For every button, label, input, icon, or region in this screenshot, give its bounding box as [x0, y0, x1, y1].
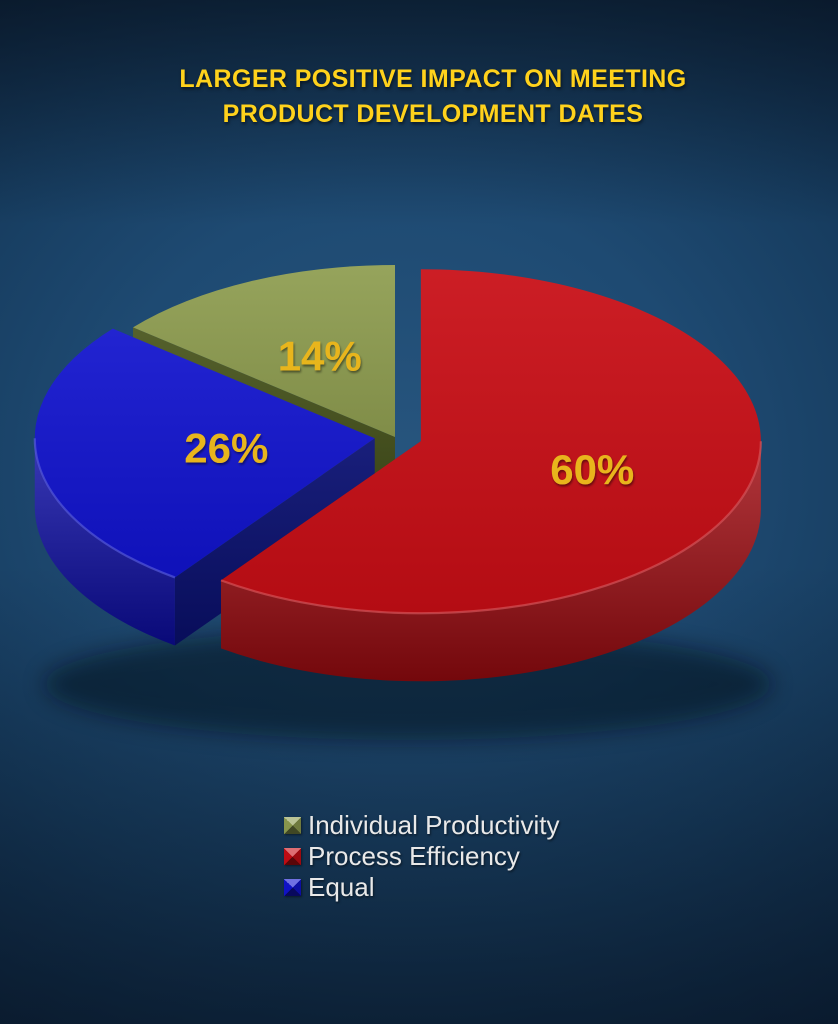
legend-item-label: Process Efficiency	[308, 841, 520, 871]
legend-marker-equal-icon	[284, 879, 301, 896]
pie-slice-process-efficiency-rim-highlight	[220, 441, 762, 615]
pie-slice-equal-rim-highlight	[33, 438, 176, 579]
pie-data-label-individual-productivity: 14%	[278, 333, 362, 380]
legend-marker-individual-productivity-icon	[284, 817, 301, 834]
legend-item-label: Equal	[308, 872, 375, 902]
legend: Individual Productivity Process Efficien…	[284, 810, 559, 903]
pie-slice-individual-productivity	[133, 265, 395, 437]
pie-data-label-process-efficiency: 60%	[550, 446, 634, 493]
legend-item: Process Efficiency	[284, 841, 559, 872]
pie-data-label-equal: 26%	[184, 424, 268, 471]
legend-marker-process-efficiency-icon	[284, 848, 301, 865]
pie-slice-equal-wall	[34, 438, 175, 646]
legend-item: Individual Productivity	[284, 810, 559, 841]
legend-item-label: Individual Productivity	[308, 810, 560, 840]
pie-slice-equal	[34, 328, 375, 578]
legend-item: Equal	[284, 872, 559, 903]
pie-slice-process-efficiency	[221, 269, 761, 614]
pie-slice-process-efficiency-wall	[221, 441, 761, 682]
chart-title: LARGER POSITIVE IMPACT ON MEETING PRODUC…	[179, 65, 687, 128]
